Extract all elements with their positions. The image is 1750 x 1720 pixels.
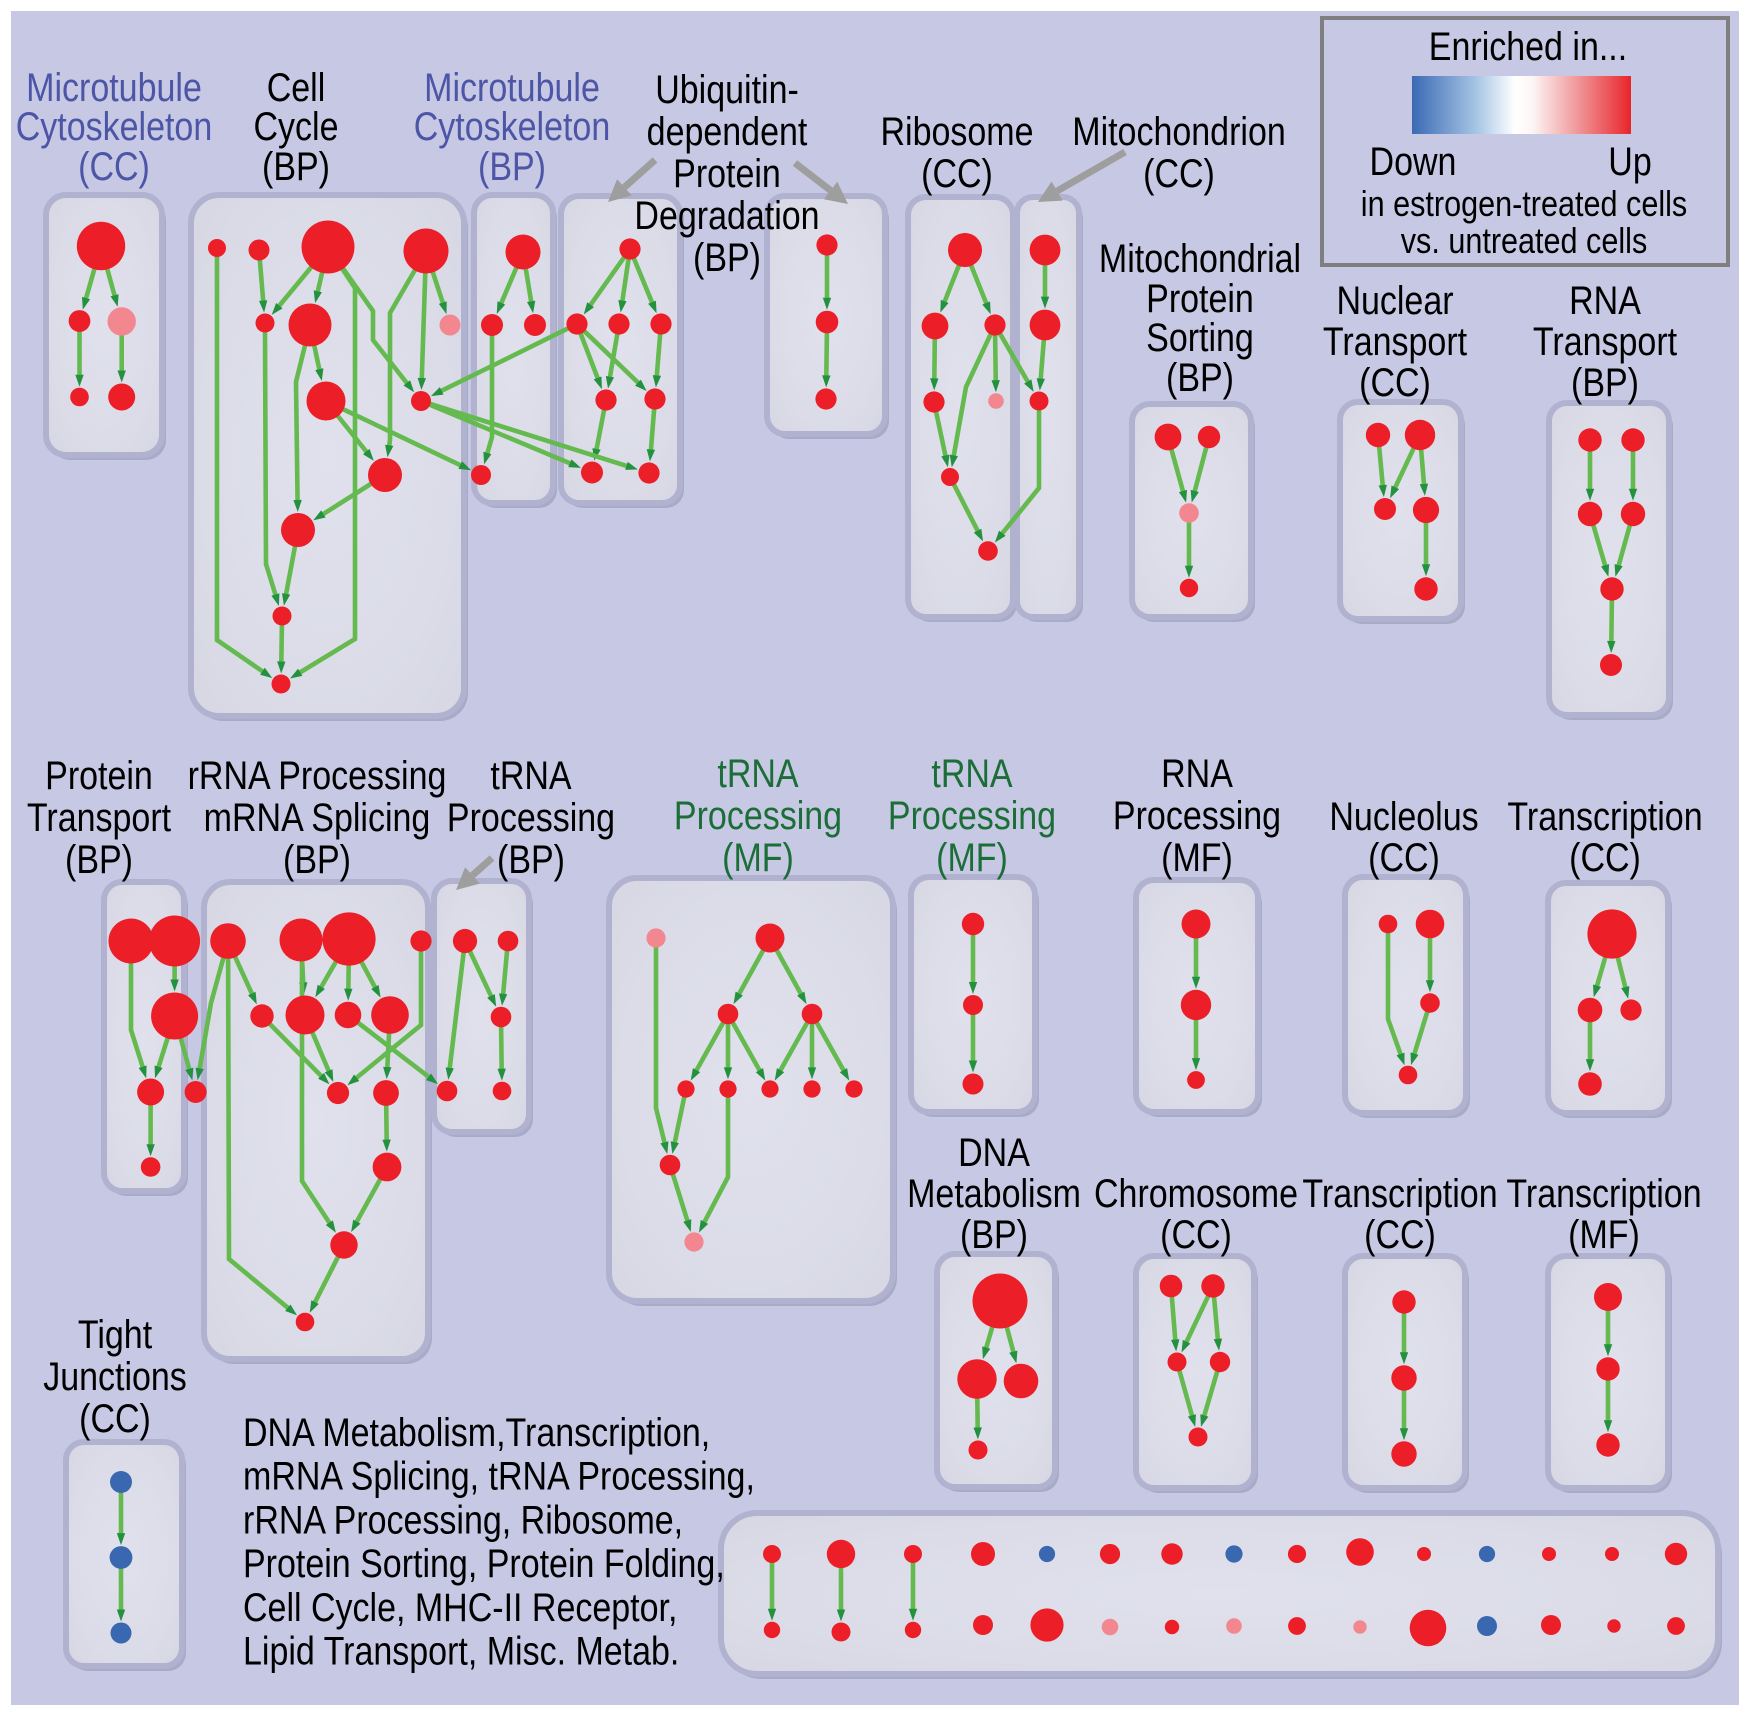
svg-text:Transport: Transport (1323, 318, 1468, 363)
svg-text:mRNA Splicing: mRNA Splicing (204, 794, 431, 839)
svg-text:Protein: Protein (45, 752, 153, 797)
svg-text:Cell Cycle, MHC-II Receptor,: Cell Cycle, MHC-II Receptor, (243, 1584, 677, 1629)
svg-text:(BP): (BP) (497, 836, 565, 881)
svg-text:Transcription: Transcription (1507, 793, 1702, 838)
svg-text:Microtubule: Microtubule (26, 64, 202, 109)
svg-text:Ubiquitin-: Ubiquitin- (655, 66, 799, 111)
svg-text:vs. untreated cells: vs. untreated cells (1401, 222, 1647, 262)
svg-text:Microtubule: Microtubule (424, 64, 600, 109)
svg-text:(CC): (CC) (1143, 150, 1215, 195)
svg-text:RNA: RNA (1569, 277, 1641, 322)
svg-text:Transport: Transport (27, 794, 172, 839)
svg-text:Cell: Cell (267, 64, 326, 109)
svg-text:DNA: DNA (958, 1129, 1030, 1174)
svg-text:DNA Metabolism,Transcription,: DNA Metabolism,Transcription, (243, 1409, 710, 1454)
svg-text:(MF): (MF) (1161, 834, 1233, 879)
svg-text:(MF): (MF) (1568, 1211, 1640, 1256)
svg-text:(BP): (BP) (262, 143, 330, 188)
svg-text:Protein: Protein (673, 150, 781, 195)
svg-text:Ribosome: Ribosome (880, 108, 1033, 153)
svg-text:Metabolism: Metabolism (907, 1170, 1081, 1215)
svg-text:Up: Up (1608, 138, 1651, 183)
svg-text:Cytoskeleton: Cytoskeleton (414, 103, 610, 148)
svg-text:Degradation: Degradation (634, 192, 819, 237)
svg-text:dependent: dependent (647, 108, 808, 153)
svg-text:Mitochondrial: Mitochondrial (1099, 235, 1301, 280)
svg-text:Transcription: Transcription (1506, 1170, 1701, 1215)
svg-text:Protein Sorting, Protein Foldi: Protein Sorting, Protein Folding, (243, 1540, 725, 1585)
svg-text:Sorting: Sorting (1146, 314, 1254, 359)
svg-text:in estrogen-treated cells: in estrogen-treated cells (1361, 185, 1687, 225)
svg-text:(CC): (CC) (1569, 834, 1641, 879)
svg-text:Nucleolus: Nucleolus (1329, 793, 1478, 838)
svg-text:Mitochondrion: Mitochondrion (1072, 108, 1285, 153)
svg-text:(BP): (BP) (1166, 354, 1234, 399)
svg-text:tRNA: tRNA (490, 752, 571, 797)
svg-text:Transcription: Transcription (1302, 1170, 1497, 1215)
svg-text:(CC): (CC) (1160, 1211, 1232, 1256)
svg-text:Cycle: Cycle (254, 103, 339, 148)
svg-text:Transport: Transport (1533, 318, 1678, 363)
svg-text:Enriched in...: Enriched in... (1429, 23, 1627, 68)
svg-text:Processing: Processing (447, 794, 615, 839)
svg-text:tRNA: tRNA (717, 750, 798, 795)
svg-text:(CC): (CC) (1359, 359, 1431, 404)
svg-text:(CC): (CC) (1368, 834, 1440, 879)
svg-text:(MF): (MF) (936, 834, 1008, 879)
svg-text:Lipid Transport, Misc. Metab.: Lipid Transport, Misc. Metab. (243, 1628, 679, 1673)
svg-text:(CC): (CC) (921, 150, 993, 195)
svg-text:mRNA Splicing, tRNA Processing: mRNA Splicing, tRNA Processing, (243, 1453, 755, 1498)
svg-text:Processing: Processing (1113, 792, 1281, 837)
svg-text:(CC): (CC) (1364, 1211, 1436, 1256)
svg-text:(CC): (CC) (79, 1395, 151, 1440)
svg-text:Down: Down (1370, 138, 1457, 183)
svg-text:rRNA Processing: rRNA Processing (188, 752, 447, 797)
svg-text:(BP): (BP) (65, 836, 133, 881)
svg-text:Chromosome: Chromosome (1094, 1170, 1298, 1215)
svg-text:Processing: Processing (888, 792, 1056, 837)
svg-text:(BP): (BP) (283, 836, 351, 881)
svg-text:(BP): (BP) (960, 1211, 1028, 1256)
svg-text:RNA: RNA (1161, 750, 1233, 795)
svg-text:(BP): (BP) (693, 234, 761, 279)
svg-text:(MF): (MF) (722, 834, 794, 879)
svg-text:(BP): (BP) (1571, 359, 1639, 404)
svg-text:Tight: Tight (78, 1311, 153, 1356)
svg-text:Cytoskeleton: Cytoskeleton (16, 103, 212, 148)
svg-text:Nuclear: Nuclear (1336, 277, 1453, 322)
svg-text:Junctions: Junctions (43, 1353, 187, 1398)
svg-text:rRNA Processing, Ribosome,: rRNA Processing, Ribosome, (243, 1497, 683, 1542)
svg-text:tRNA: tRNA (931, 750, 1012, 795)
svg-text:Protein: Protein (1146, 275, 1254, 320)
svg-text:(BP): (BP) (478, 143, 546, 188)
svg-text:(CC): (CC) (78, 143, 150, 188)
svg-text:Processing: Processing (674, 792, 842, 837)
